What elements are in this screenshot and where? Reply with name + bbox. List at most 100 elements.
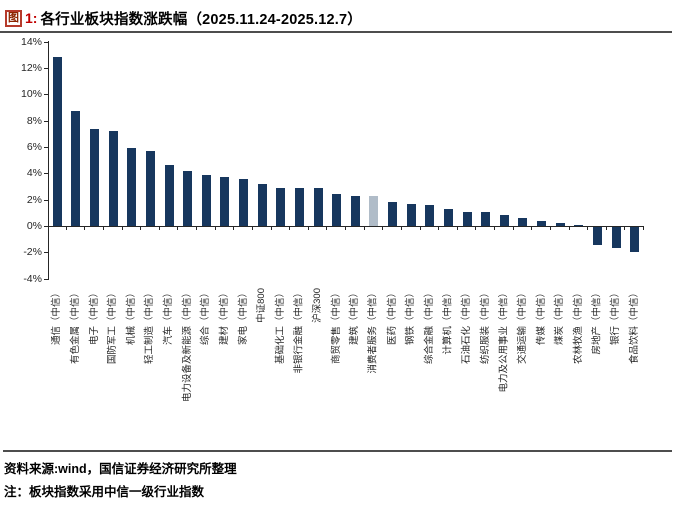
y-axis-tick-label: 2% [26, 193, 42, 206]
bar [145, 151, 155, 226]
x-axis-tick [326, 227, 328, 230]
x-axis-line [48, 226, 644, 227]
index-note: 注：板块指数采用中信一级行业指数 [4, 485, 205, 499]
x-axis-tick [251, 227, 253, 230]
x-axis-label: 建筑（中信） [349, 288, 361, 346]
y-axis-tick-label: 4% [26, 167, 42, 180]
source-note: 资料来源:wind，国信证券经济研究所整理 [4, 462, 237, 476]
x-axis-tick [196, 227, 197, 230]
x-axis-tick [382, 227, 384, 230]
title-divider [0, 31, 672, 33]
x-axis-tick [65, 227, 67, 230]
x-axis-tick [233, 227, 235, 230]
x-axis-tick [456, 227, 458, 230]
x-axis-label: 农林牧渔（中信） [572, 288, 584, 365]
x-axis-label: 电力设备及新能源（中信） [181, 288, 193, 403]
x-axis-tick [214, 227, 216, 230]
x-axis-label: 交通运输（中信） [516, 288, 528, 365]
bar [388, 202, 398, 226]
x-axis-label: 建材（中信） [218, 288, 230, 346]
x-axis-label: 基础化工（中信） [274, 288, 286, 365]
x-axis-label: 家电（中信） [237, 288, 249, 346]
bar [183, 171, 193, 226]
bar [443, 209, 453, 226]
figure-title-row: 图 1: 各行业板块指数涨跌幅（2025.11.24-2025.12.7） [5, 6, 675, 30]
x-axis-tick [624, 227, 626, 230]
bar [52, 57, 62, 226]
bar [369, 196, 379, 226]
y-axis-tick [44, 278, 48, 280]
x-axis-tick [307, 227, 309, 230]
x-axis-label: 通信（中信） [51, 288, 63, 346]
x-axis-label: 食品饮料（中信） [628, 288, 640, 365]
bar [350, 196, 360, 226]
y-axis-tick [44, 41, 48, 43]
x-axis-label: 银行（中信） [610, 288, 622, 346]
x-axis-tick [531, 227, 533, 230]
bar [499, 215, 509, 226]
x-axis-label: 轻工制造（中信） [144, 288, 156, 365]
x-axis-tick [549, 227, 551, 230]
x-axis-tick [121, 227, 123, 230]
x-axis-tick [177, 227, 179, 230]
bar [294, 188, 304, 226]
x-axis-label: 综合（中信） [200, 288, 212, 346]
bar [239, 179, 249, 226]
y-axis-tick-label: 14% [20, 35, 42, 48]
bar [313, 188, 323, 226]
bar [462, 212, 472, 226]
y-axis-tick [44, 173, 48, 175]
x-axis-label: 中证800 [256, 288, 268, 323]
x-axis-label: 计算机（中信） [442, 288, 454, 355]
bar [276, 188, 286, 226]
x-axis-label: 非银行金融（中信） [293, 288, 305, 374]
bar [220, 177, 230, 226]
x-axis-label: 石油石化（中信） [461, 288, 473, 365]
y-axis-tick-label: 6% [26, 140, 42, 153]
y-axis-tick-label: -2% [23, 246, 42, 259]
bar [108, 131, 118, 226]
bar [164, 165, 174, 226]
x-axis-label: 汽车（中信） [163, 288, 175, 346]
x-axis-label: 医药（中信） [386, 288, 398, 346]
x-axis-label: 商贸零售（中信） [330, 288, 342, 365]
x-axis-tick [438, 227, 440, 230]
x-axis-tick [140, 227, 142, 230]
y-axis-tick [44, 226, 48, 227]
x-axis-label: 电力及公用事业（中信） [498, 288, 510, 393]
y-axis-tick [44, 146, 48, 148]
footer-divider [3, 450, 672, 452]
x-axis-label: 国防军工（中信） [107, 288, 119, 365]
figure-number: 1: [25, 10, 38, 26]
y-axis-tick-label: 8% [26, 114, 42, 127]
bar [425, 205, 435, 226]
y-axis-line [48, 40, 49, 280]
y-axis-tick-label: 0% [26, 220, 42, 232]
bar [406, 204, 416, 226]
bar-chart: 14% 12% 10% 8% 6% 4% 2% 0% -2% -4% 通信（中信） 有色金属（中信） 电… [0, 33, 680, 450]
bar [611, 227, 621, 248]
x-axis-tick [289, 227, 291, 230]
bar [71, 111, 81, 226]
x-axis-label: 电子（中信） [88, 288, 100, 346]
x-axis-tick [605, 227, 607, 230]
bar [90, 129, 100, 226]
bar [555, 223, 565, 226]
x-axis-label: 传媒（中信） [535, 288, 547, 346]
bar [332, 194, 342, 226]
x-axis-tick [475, 227, 477, 230]
bar [257, 184, 267, 226]
x-axis-tick [270, 227, 272, 230]
x-axis-tick [158, 227, 160, 230]
figure-icon: 图 [5, 9, 22, 27]
x-axis-label: 沪深300 [312, 288, 324, 323]
x-axis-tick [84, 227, 86, 230]
bar [127, 148, 137, 226]
bar [481, 212, 491, 226]
x-axis-tick [363, 227, 365, 230]
x-axis-label: 纺织服装（中信） [479, 288, 491, 365]
bar [518, 218, 528, 226]
x-axis-label: 综合金融（中信） [423, 288, 435, 365]
bar [537, 221, 547, 226]
